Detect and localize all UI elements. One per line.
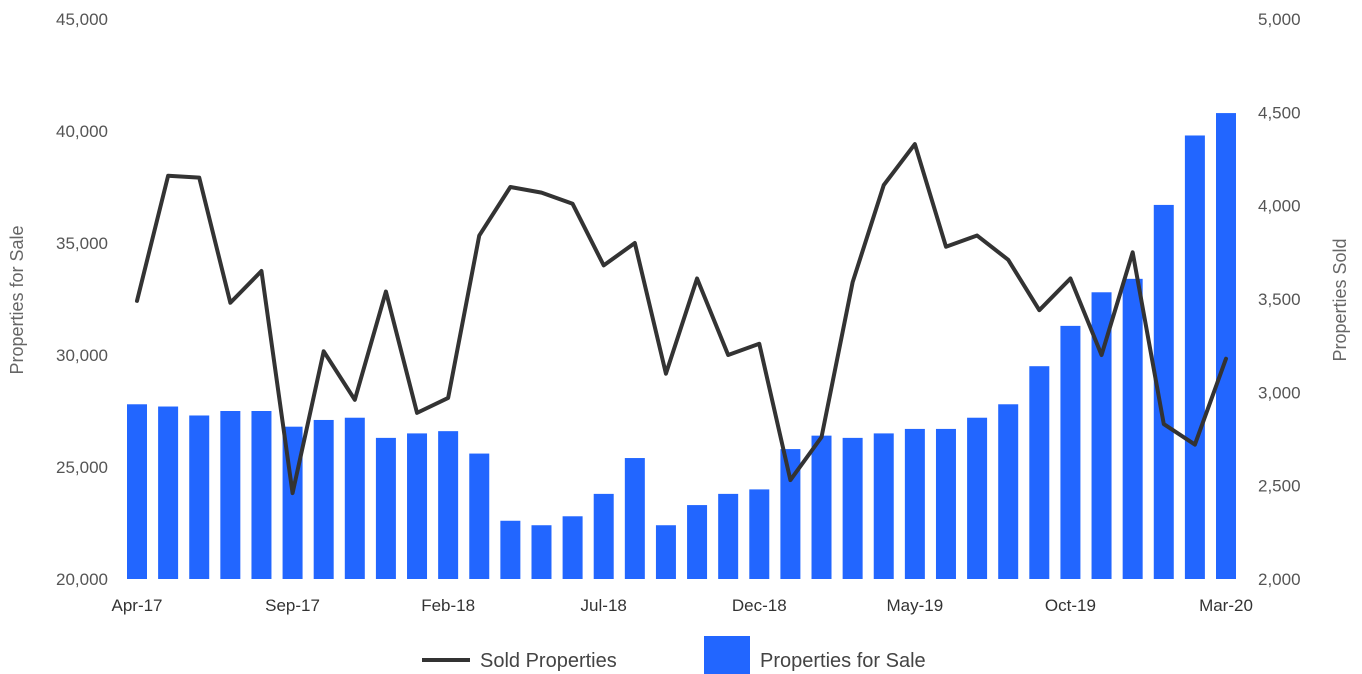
bar-Apr-18	[500, 521, 520, 579]
right-tick-label: 2,000	[1258, 570, 1301, 589]
bar-Mar-19	[843, 438, 863, 579]
bar-Sep-19	[1029, 366, 1049, 579]
right-tick-label: 3,000	[1258, 383, 1301, 402]
x-tick-label: May-19	[887, 596, 944, 615]
bar-Jun-18	[563, 516, 583, 579]
bar-Sep-18	[656, 525, 676, 579]
x-tick-label: Mar-20	[1199, 596, 1253, 615]
bar-Dec-19	[1123, 279, 1143, 579]
x-tick-label: Feb-18	[421, 596, 475, 615]
bar-Jul-19	[967, 418, 987, 579]
left-tick-label: 25,000	[56, 458, 108, 477]
bar-May-17	[158, 407, 178, 579]
bar-Aug-17	[251, 411, 271, 579]
bar-Jan-18	[407, 433, 427, 579]
bar-Apr-19	[874, 433, 894, 579]
bar-Feb-20	[1185, 135, 1205, 579]
x-axis-ticks: Apr-17 Sep-17 Feb-18 Jul-18 Dec-18 May-19 Oct-…	[111, 596, 1252, 615]
bar-Mar-20	[1216, 113, 1236, 579]
x-tick-label: Sep-17	[265, 596, 320, 615]
x-tick-label: Dec-18	[732, 596, 787, 615]
left-axis-title: Properties for Sale	[7, 225, 27, 374]
left-tick-label: 45,000	[56, 10, 108, 29]
bar-Jun-19	[936, 429, 956, 579]
bar-Dec-18	[749, 489, 769, 579]
bar-Dec-17	[376, 438, 396, 579]
right-axis-title: Properties Sold	[1330, 238, 1350, 361]
bar-Oct-17	[314, 420, 334, 579]
right-axis-ticks: 2,000 2,500 3,000 3,500 4,000 4,500 5,000	[1258, 10, 1301, 589]
bar-Aug-18	[625, 458, 645, 579]
right-tick-label: 4,000	[1258, 197, 1301, 216]
bar-series	[127, 113, 1236, 579]
legend-sale-label: Properties for Sale	[760, 650, 926, 672]
left-tick-label: 30,000	[56, 346, 108, 365]
x-tick-label: Oct-19	[1045, 596, 1096, 615]
bar-Mar-18	[469, 454, 489, 579]
left-tick-label: 40,000	[56, 122, 108, 141]
bar-Aug-19	[998, 404, 1018, 579]
left-tick-label: 20,000	[56, 570, 108, 589]
bar-Nov-18	[718, 494, 738, 579]
bar-Feb-18	[438, 431, 458, 579]
bar-Jul-18	[594, 494, 614, 579]
x-tick-label: Apr-17	[111, 596, 162, 615]
bar-Jun-17	[189, 415, 209, 579]
legend: Sold Properties Properties for Sale	[422, 636, 926, 674]
left-axis-ticks: 20,000 25,000 30,000 35,000 40,000 45,000	[56, 10, 108, 589]
bar-Nov-17	[345, 418, 365, 579]
bar-Oct-18	[687, 505, 707, 579]
bar-May-19	[905, 429, 925, 579]
x-tick-label: Jul-18	[581, 596, 627, 615]
right-tick-label: 2,500	[1258, 477, 1301, 496]
bar-Oct-19	[1060, 326, 1080, 579]
legend-sale-swatch	[704, 636, 750, 674]
bar-Feb-19	[812, 436, 832, 579]
right-tick-label: 3,500	[1258, 290, 1301, 309]
bar-Apr-17	[127, 404, 147, 579]
legend-sold-label: Sold Properties	[480, 650, 617, 672]
bar-Jul-17	[220, 411, 240, 579]
right-tick-label: 4,500	[1258, 103, 1301, 122]
bar-May-18	[531, 525, 551, 579]
left-tick-label: 35,000	[56, 234, 108, 253]
right-tick-label: 5,000	[1258, 10, 1301, 29]
